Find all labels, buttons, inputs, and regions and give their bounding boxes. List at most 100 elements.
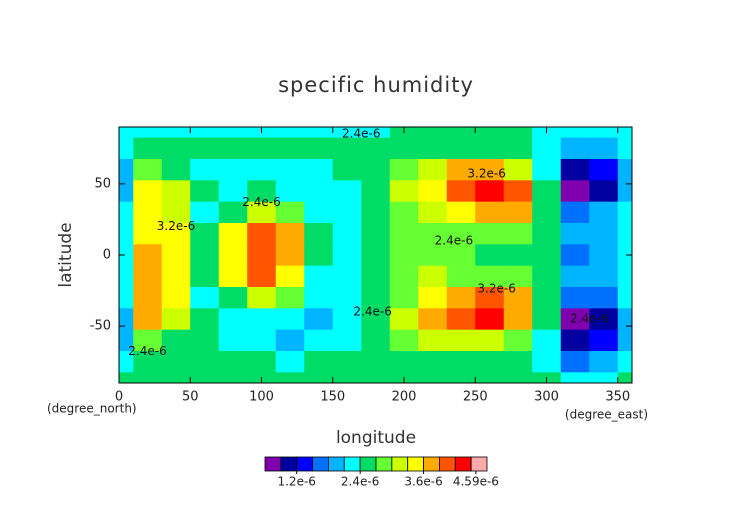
field-cell <box>589 201 619 224</box>
field-cell <box>332 244 362 267</box>
field-cell <box>503 223 533 245</box>
field-cell <box>503 201 533 224</box>
field-cell <box>617 287 633 309</box>
field-cell <box>361 351 391 373</box>
field-cell <box>247 137 277 160</box>
field-cell <box>119 137 134 160</box>
field-cell <box>133 329 163 352</box>
field-cell <box>332 265 362 288</box>
field-cell <box>475 244 505 267</box>
field-cell <box>247 287 277 309</box>
x-tick-label: 100 <box>249 390 274 405</box>
field-cell <box>475 287 505 309</box>
contour-label: 3.2e-6 <box>157 219 195 233</box>
field-cell <box>589 265 619 288</box>
contour-label: 3.2e-6 <box>477 282 515 296</box>
field-cell <box>418 287 448 309</box>
field-cell <box>418 372 448 384</box>
x-tick-label: 350 <box>605 390 630 405</box>
field-cell <box>475 159 505 181</box>
field-cell <box>617 372 633 384</box>
contour-label: 2.4e-6 <box>342 127 380 141</box>
field-cell <box>361 180 391 203</box>
field-cell <box>332 180 362 203</box>
field-cell <box>332 372 362 384</box>
field-cell <box>133 201 163 224</box>
field-cell <box>361 287 391 309</box>
field-cell <box>560 265 590 288</box>
field-cell <box>218 201 248 224</box>
field-cell <box>389 137 419 160</box>
field-cell <box>475 201 505 224</box>
field-cell <box>304 180 334 203</box>
colorbar-tick-label: 3.6e-6 <box>404 475 442 489</box>
colorbar-box <box>343 456 361 472</box>
field-cell <box>218 329 248 352</box>
field-cell <box>532 137 562 160</box>
field-cell <box>446 308 476 331</box>
field-cell <box>503 159 533 181</box>
field-cell <box>617 159 633 181</box>
field-cell <box>119 244 134 267</box>
field-cell <box>332 201 362 224</box>
field-cell <box>361 372 391 384</box>
field-cell <box>119 159 134 181</box>
y-tick-label: -50 <box>90 319 111 334</box>
field-cell <box>389 287 419 309</box>
field-cell <box>418 351 448 373</box>
field-cell <box>332 159 362 181</box>
field-cell <box>218 351 248 373</box>
field-cell <box>119 287 134 309</box>
y-unit: (degree_north) <box>47 402 137 416</box>
field-cell <box>503 127 533 139</box>
field-cell <box>503 287 533 309</box>
field-cell <box>475 137 505 160</box>
field-cell <box>503 265 533 288</box>
field-cell <box>617 329 633 352</box>
field-cell <box>247 223 277 245</box>
field-cell <box>332 351 362 373</box>
field-cell <box>275 127 305 139</box>
field-cell <box>617 180 633 203</box>
field-cell <box>532 223 562 245</box>
field-cell <box>446 244 476 267</box>
field-cell <box>361 201 391 224</box>
contour-label: 2.4e-6 <box>570 312 608 326</box>
field-cell <box>617 223 633 245</box>
colorbar-box <box>454 456 472 472</box>
field-cell <box>275 351 305 373</box>
field-cell <box>446 329 476 352</box>
field-cell <box>503 137 533 160</box>
field-cell <box>589 159 619 181</box>
overlay: 0 50 100 150 200 250 300 350 -50 0 50 2.4e-6 3.2e-6 2… <box>90 126 633 405</box>
field-cell <box>532 180 562 203</box>
field-cell <box>389 159 419 181</box>
field-cell <box>617 127 633 139</box>
field-cell <box>475 265 505 288</box>
field-cell <box>218 223 248 245</box>
field-cell <box>304 201 334 224</box>
field-cell <box>418 223 448 245</box>
field-cell <box>304 159 334 181</box>
field-cell <box>503 308 533 331</box>
field-cell <box>119 201 134 224</box>
field-cell <box>133 180 163 203</box>
field-cell <box>560 180 590 203</box>
field-cell <box>475 223 505 245</box>
x-axis-label: longitude <box>336 428 416 448</box>
field-cell <box>418 180 448 203</box>
field-cell <box>446 201 476 224</box>
field-cell <box>389 351 419 373</box>
field-cell <box>161 159 191 181</box>
field-cell <box>589 287 619 309</box>
contour-label: 2.4e-6 <box>128 344 166 358</box>
y-axis-label: latitude <box>56 222 76 287</box>
contour-label: 2.4e-6 <box>435 233 473 247</box>
field-cell <box>560 244 590 267</box>
colorbar-tick-label: 1.2e-6 <box>277 475 315 489</box>
field-cell <box>247 329 277 352</box>
field-cell <box>446 287 476 309</box>
field-cell <box>389 180 419 203</box>
field-cell <box>190 351 220 373</box>
field-cell <box>133 308 163 331</box>
